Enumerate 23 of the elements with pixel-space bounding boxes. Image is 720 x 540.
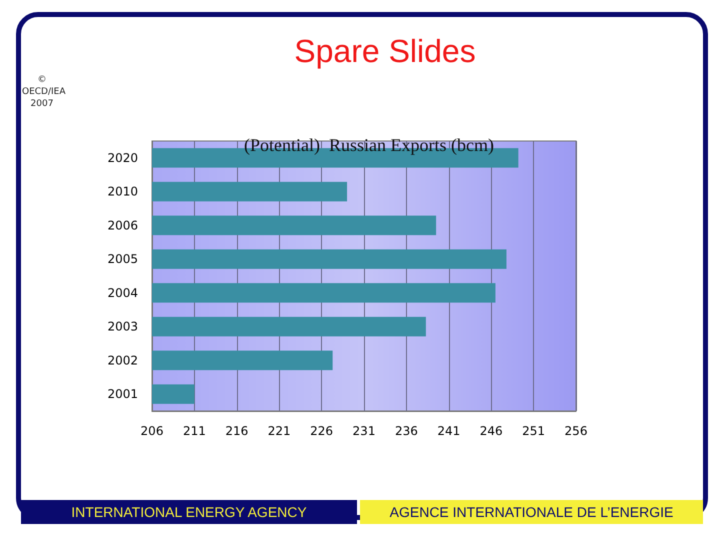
x-tick-label: 211 [182, 424, 206, 438]
y-tick-label: 2002 [107, 353, 138, 368]
chart-title: Spare Slides [294, 33, 476, 69]
y-tick-label: 2004 [107, 286, 138, 300]
x-tick-label: 251 [522, 424, 546, 438]
y-tick-label: 2005 [107, 252, 138, 266]
text: INTERNATIONAL ENERGY AGENCY [21, 500, 357, 524]
y-tick-label: 2003 [107, 320, 138, 334]
y-tick-label: 2020 [107, 150, 138, 165]
y-tick-label: 2010 [107, 184, 138, 199]
y-tick-label: 2006 [107, 218, 138, 232]
x-tick-label: 256 [564, 424, 588, 438]
x-tick-label: 236 [394, 424, 418, 438]
text: © OECD/IEA 2007 [22, 74, 66, 110]
text: AGENCE INTERNATIONALE DE L’ENERGIE [360, 500, 703, 524]
x-tick-label: 226 [310, 424, 334, 438]
y-tick-label: 2001 [107, 387, 138, 402]
x-tick-label: 241 [437, 424, 460, 438]
x-tick-label: 216 [225, 424, 248, 438]
x-tick-label: 246 [480, 424, 503, 438]
x-tick-label: 231 [352, 424, 376, 438]
x-tick-label: 206 [140, 424, 164, 438]
x-tick-label: 221 [268, 424, 291, 438]
